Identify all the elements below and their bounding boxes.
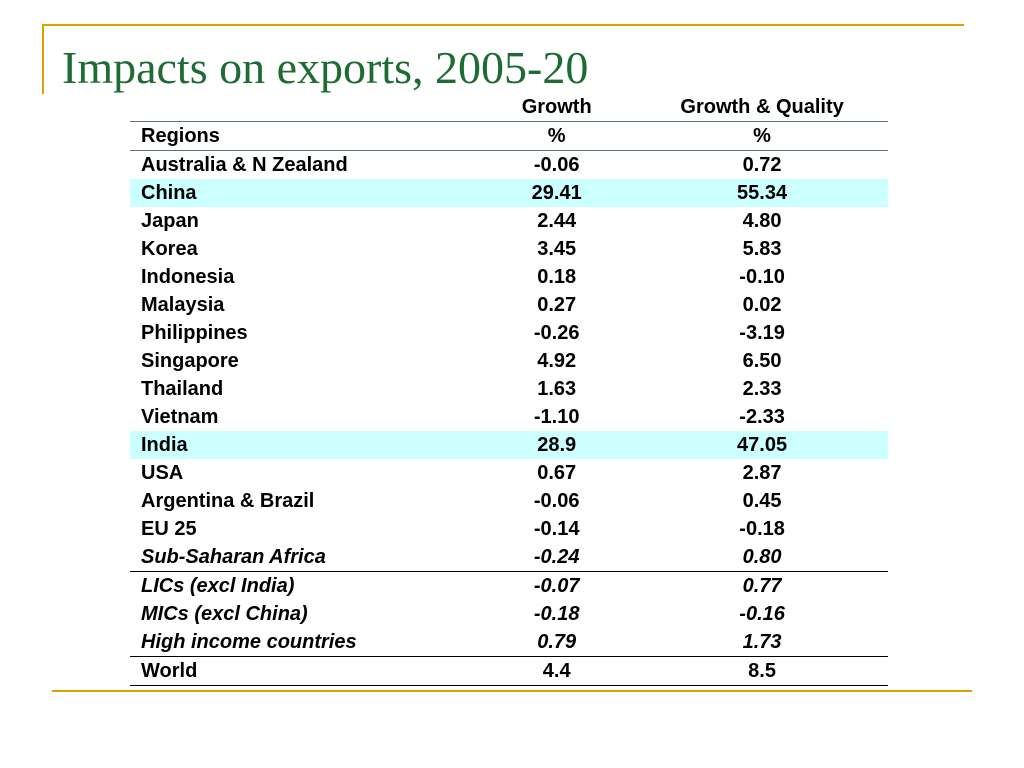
- table-row: China 29.41 55.34: [130, 179, 888, 207]
- header-growth-unit: %: [477, 121, 637, 151]
- table-row: LICs (excl India) -0.07 0.77: [130, 571, 888, 600]
- header-growth-quality-unit: %: [636, 121, 888, 151]
- table-row: Argentina & Brazil -0.06 0.45: [130, 487, 888, 515]
- growth-cell: -0.18: [533, 603, 580, 625]
- growth-cell: 4.92: [537, 350, 577, 372]
- region-cell: EU 25: [141, 518, 197, 540]
- growth-quality-cell: 4.80: [742, 210, 782, 232]
- table-row: Australia & N Zealand -0.06 0.72: [130, 151, 888, 180]
- region-cell: High income countries: [141, 631, 357, 653]
- growth-quality-cell: -3.19: [739, 322, 785, 344]
- region-cell: Japan: [141, 210, 199, 232]
- growth-cell: -0.06: [533, 490, 580, 512]
- table-row: India 28.9 47.05: [130, 431, 888, 459]
- table-header-row: Regions % %: [130, 121, 888, 151]
- table-row: World 4.4 8.5: [130, 656, 888, 686]
- region-cell: Thailand: [141, 378, 224, 400]
- table-row: Philippines -0.26 -3.19: [130, 319, 888, 347]
- region-cell: Singapore: [141, 350, 239, 372]
- growth-quality-cell: 0.02: [742, 294, 782, 316]
- growth-cell: 4.4: [477, 656, 637, 686]
- growth-quality-cell: 6.50: [742, 350, 782, 372]
- growth-cell: 28.9: [477, 431, 637, 459]
- frame-left-line: [42, 24, 44, 94]
- growth-quality-cell: 0.45: [742, 490, 782, 512]
- growth-cell: 29.41: [477, 179, 637, 207]
- table-row: EU 25 -0.14 -0.18: [130, 515, 888, 543]
- growth-cell: 0.27: [537, 294, 577, 316]
- growth-quality-cell: 5.83: [742, 238, 782, 260]
- growth-quality-cell: 0.72: [742, 154, 782, 176]
- frame-top-line: [42, 24, 964, 26]
- growth-cell: -0.14: [533, 518, 580, 540]
- growth-cell: 1.63: [537, 378, 577, 400]
- table-row: Malaysia 0.27 0.02: [130, 291, 888, 319]
- growth-cell: -0.06: [533, 154, 580, 176]
- growth-cell: -0.26: [533, 322, 580, 344]
- growth-quality-cell: 2.33: [742, 378, 782, 400]
- table-header-row: Growth Growth & Quality: [130, 94, 888, 122]
- region-cell: Indonesia: [141, 266, 235, 288]
- growth-quality-cell: -2.33: [739, 406, 785, 428]
- growth-cell: 0.79: [537, 631, 577, 653]
- region-cell: Argentina & Brazil: [141, 490, 315, 512]
- table-row: USA 0.67 2.87: [130, 459, 888, 487]
- growth-quality-cell: 47.05: [636, 431, 888, 459]
- growth-quality-cell: -0.18: [739, 518, 785, 540]
- exports-impact-table: Growth Growth & Quality Regions % % Aust…: [130, 94, 888, 686]
- slide-title: Impacts on exports, 2005-20: [62, 42, 589, 93]
- region-cell: India: [130, 431, 478, 459]
- table-row: Korea 3.45 5.83: [130, 235, 888, 263]
- growth-quality-cell: 1.73: [742, 631, 782, 653]
- table-row: Japan 2.44 4.80: [130, 207, 888, 235]
- region-cell: China: [130, 179, 478, 207]
- header-cell: [130, 94, 477, 122]
- region-cell: Korea: [141, 238, 198, 260]
- growth-quality-cell: 55.34: [636, 179, 888, 207]
- region-cell: Australia & N Zealand: [141, 154, 348, 176]
- region-cell: USA: [141, 462, 184, 484]
- growth-cell: 0.67: [537, 462, 577, 484]
- growth-cell: -0.24: [533, 546, 580, 568]
- table-row: Singapore 4.92 6.50: [130, 347, 888, 375]
- region-cell: MICs (excl China): [141, 603, 308, 625]
- growth-cell: 3.45: [537, 238, 577, 260]
- region-cell: Malaysia: [141, 294, 225, 316]
- growth-cell: -0.07: [477, 571, 637, 600]
- table-row: Vietnam -1.10 -2.33: [130, 403, 888, 431]
- region-cell: World: [130, 656, 478, 686]
- region-cell: Sub-Saharan Africa: [141, 546, 326, 568]
- growth-cell: 2.44: [537, 210, 577, 232]
- growth-quality-cell: -0.16: [739, 603, 785, 625]
- growth-quality-cell: 8.5: [636, 656, 888, 686]
- table-row: Indonesia 0.18 -0.10: [130, 263, 888, 291]
- header-growth: Growth: [521, 96, 592, 118]
- region-cell: Vietnam: [141, 406, 219, 428]
- table-row: Thailand 1.63 2.33: [130, 375, 888, 403]
- growth-cell: -1.10: [533, 406, 580, 428]
- table-row: Sub-Saharan Africa -0.24 0.80: [130, 543, 888, 572]
- growth-quality-cell: 2.87: [742, 462, 782, 484]
- growth-cell: 0.18: [537, 266, 577, 288]
- region-cell: Philippines: [141, 322, 248, 344]
- growth-quality-cell: 0.80: [742, 546, 782, 568]
- growth-quality-cell: -0.10: [739, 266, 785, 288]
- header-regions: Regions: [130, 121, 478, 151]
- region-cell: LICs (excl India): [130, 571, 478, 600]
- header-growth-quality: Growth & Quality: [680, 96, 844, 118]
- growth-quality-cell: 0.77: [636, 571, 888, 600]
- table-row: MICs (excl China) -0.18 -0.16: [130, 600, 888, 628]
- frame-bottom-line: [52, 690, 972, 692]
- table-row: High income countries 0.79 1.73: [130, 628, 888, 657]
